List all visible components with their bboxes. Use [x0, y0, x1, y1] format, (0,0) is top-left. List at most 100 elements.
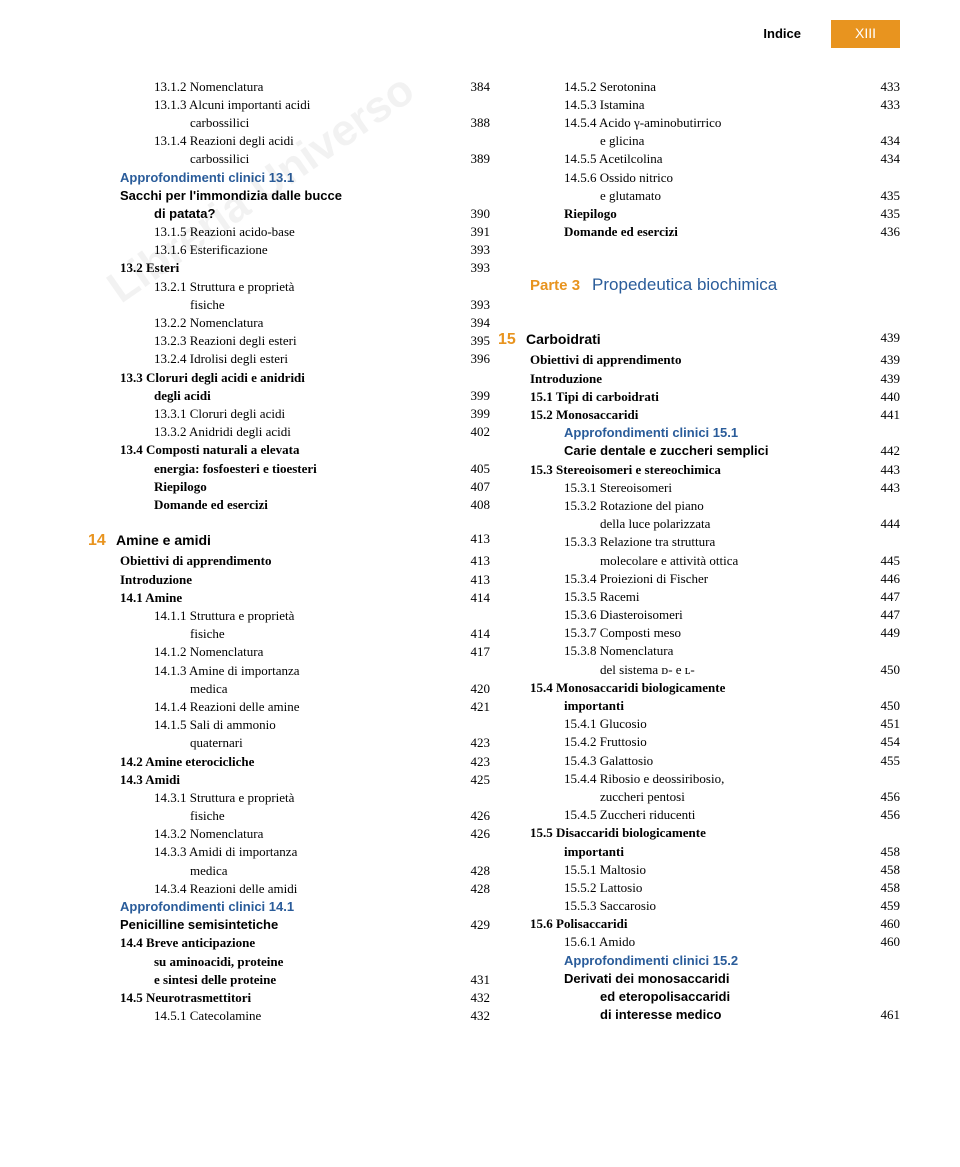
page-number: 449 — [864, 624, 900, 642]
page-header: Indice XIII — [0, 0, 960, 48]
toc-label: fisiche — [120, 625, 454, 643]
toc-label: 14.3.4 Reazioni delle amidi — [120, 880, 454, 898]
page-number: 425 — [454, 771, 490, 789]
toc-row: e glutamato435 — [530, 187, 900, 205]
toc-label: 13.3 Cloruri degli acidi e anidridi — [120, 369, 454, 387]
page-number: 450 — [864, 697, 900, 715]
toc-row: Obiettivi di apprendimento413 — [120, 552, 490, 570]
page-number: 460 — [864, 933, 900, 951]
toc-label: Riepilogo — [120, 478, 454, 496]
toc-label: 14.5.2 Serotonina — [530, 78, 864, 96]
page-number: 439 — [864, 351, 900, 369]
toc-label: 15.5.2 Lattosio — [530, 879, 864, 897]
toc-row: 13.3 Cloruri degli acidi e anidridi — [120, 369, 490, 387]
page-number: 434 — [864, 150, 900, 168]
toc-row: 15.3.5 Racemi447 — [530, 588, 900, 606]
toc-label: 14.5.6 Ossido nitrico — [530, 169, 864, 187]
toc-label: 15.4 Monosaccaridi biologicamente — [530, 679, 864, 697]
toc-row: Sacchi per l'immondizia dalle bucce — [120, 187, 490, 205]
toc-row: 14.5.2 Serotonina433 — [530, 78, 900, 96]
page-number: 421 — [454, 698, 490, 716]
page-number: 458 — [864, 843, 900, 861]
toc-row: 13.2.1 Struttura e proprietà — [120, 278, 490, 296]
toc-label: Approfondimenti clinici 14.1 — [120, 898, 454, 916]
toc-label: Riepilogo — [530, 205, 864, 223]
page-number: 439 — [864, 370, 900, 388]
page-number: 423 — [454, 753, 490, 771]
part-title: Propedeutica biochimica — [592, 275, 777, 294]
toc-label: di patata? — [120, 205, 454, 223]
toc-label: 15.3.4 Proiezioni di Fischer — [530, 570, 864, 588]
toc-row: 14.5.5 Acetilcolina434 — [530, 150, 900, 168]
toc-row: carbossilici388 — [120, 114, 490, 132]
toc-row: 14.1 Amine414 — [120, 589, 490, 607]
toc-label: 13.1.5 Reazioni acido-base — [120, 223, 454, 241]
toc-row: della luce polarizzata444 — [530, 515, 900, 533]
toc-row: 15.4 Monosaccaridi biologicamente — [530, 679, 900, 697]
toc-row: Obiettivi di apprendimento439 — [530, 351, 900, 369]
toc-label: 14.1.5 Sali di ammonio — [120, 716, 454, 734]
page-number: 413 — [454, 571, 490, 589]
page-number: 458 — [864, 879, 900, 897]
toc-row: Derivati dei monosaccaridi — [530, 970, 900, 988]
toc-label: 15.4.5 Zuccheri riducenti — [530, 806, 864, 824]
toc-label: 15.2 Monosaccaridi — [530, 406, 864, 424]
page-number: 426 — [454, 807, 490, 825]
toc-row: Penicilline semisintetiche429 — [120, 916, 490, 934]
toc-row: zuccheri pentosi456 — [530, 788, 900, 806]
toc-label: 13.4 Composti naturali a elevata — [120, 441, 454, 459]
toc-label: degli acidi — [120, 387, 454, 405]
toc-label: 14.3.1 Struttura e proprietà — [120, 789, 454, 807]
toc-label: 15.3.6 Diasteroisomeri — [530, 606, 864, 624]
toc-row: e glicina434 — [530, 132, 900, 150]
toc-label: 14.3.2 Nomenclatura — [120, 825, 454, 843]
toc-row: 13.1.3 Alcuni importanti acidi — [120, 96, 490, 114]
page-number: 434 — [864, 132, 900, 150]
toc-label: della luce polarizzata — [530, 515, 864, 533]
toc-label: 14.2 Amine eterocicliche — [120, 753, 454, 771]
header-page-number: XIII — [831, 20, 900, 48]
toc-row: 14.2 Amine eterocicliche423 — [120, 753, 490, 771]
toc-label: 14.5 Neurotrasmettitori — [120, 989, 454, 1007]
toc-row: fisiche426 — [120, 807, 490, 825]
toc-label: importanti — [530, 843, 864, 861]
page-number: 456 — [864, 788, 900, 806]
toc-label: Domande ed esercizi — [120, 496, 454, 514]
page-number: 388 — [454, 114, 490, 132]
toc-row: Carie dentale e zuccheri semplici442 — [530, 442, 900, 460]
toc-row: importanti458 — [530, 843, 900, 861]
spacer — [530, 257, 900, 273]
page-number: 460 — [864, 915, 900, 933]
toc-row: 14.3.1 Struttura e proprietà — [120, 789, 490, 807]
page-number: 395 — [454, 332, 490, 350]
toc-label: 14.3 Amidi — [120, 771, 454, 789]
toc-label: 13.2.1 Struttura e proprietà — [120, 278, 454, 296]
page-number: 423 — [454, 734, 490, 752]
toc-label: Sacchi per l'immondizia dalle bucce — [120, 187, 454, 205]
page-number: 391 — [454, 223, 490, 241]
toc-label: 13.3.2 Anidridi degli acidi — [120, 423, 454, 441]
page-number: 414 — [454, 625, 490, 643]
page-number: 435 — [864, 205, 900, 223]
toc-label: 15.4.2 Fruttosio — [530, 733, 864, 751]
toc-row: fisiche414 — [120, 625, 490, 643]
toc-label: Introduzione — [530, 370, 864, 388]
page-number: 459 — [864, 897, 900, 915]
page-number: 443 — [864, 461, 900, 479]
toc-row: 14.4 Breve anticipazione — [120, 934, 490, 952]
toc-label: Approfondimenti clinici 15.2 — [530, 952, 864, 970]
toc-row: 15.3.1 Stereoisomeri443 — [530, 479, 900, 497]
toc-row: Approfondimenti clinici 14.1 — [120, 898, 490, 916]
page-number: 444 — [864, 515, 900, 533]
page-number: 428 — [454, 862, 490, 880]
toc-row: molecolare e attività ottica445 — [530, 552, 900, 570]
toc-row: quaternari423 — [120, 734, 490, 752]
spacer — [530, 241, 900, 257]
page-number: 432 — [454, 989, 490, 1007]
chapter-title: Amine e amidi — [116, 532, 211, 548]
toc-label: 15.3.5 Racemi — [530, 588, 864, 606]
page-number: 389 — [454, 150, 490, 168]
toc-row: 15.3.2 Rotazione del piano — [530, 497, 900, 515]
page-number: 433 — [864, 78, 900, 96]
page-number: 393 — [454, 241, 490, 259]
